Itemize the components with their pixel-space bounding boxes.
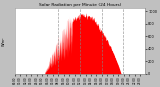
Text: W/m²: W/m²	[2, 36, 6, 46]
Title: Solar Radiation per Minute (24 Hours): Solar Radiation per Minute (24 Hours)	[39, 3, 121, 7]
